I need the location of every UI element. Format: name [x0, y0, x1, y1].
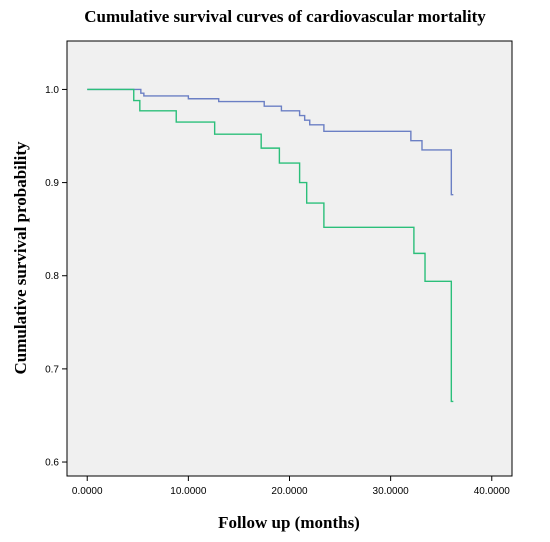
y-tick-label: 1.0 [45, 85, 59, 96]
series-line-1 [87, 88, 454, 196]
plot-area [66, 40, 513, 477]
x-tick-label: 30.0000 [373, 486, 410, 497]
series-line-2 [87, 88, 454, 403]
x-tick-label: 10.0000 [170, 486, 207, 497]
axis-ticks: 0.0000 10.0000 20.0000 30.0000 40.0000 0.6 0.7… [45, 85, 510, 497]
y-tick-label: 0.7 [45, 364, 59, 375]
x-tick-label: 40.0000 [474, 486, 511, 497]
y-tick-label: 0.8 [45, 271, 59, 282]
y-axis-title: Cumulative survival probability [11, 141, 30, 374]
series-group [87, 88, 454, 403]
x-tick-label: 20.0000 [271, 486, 308, 497]
chart-title: Cumulative survival curves of cardiovasc… [84, 7, 486, 26]
y-tick-label: 0.9 [45, 178, 59, 189]
x-axis-title: Follow up (months) [218, 513, 360, 532]
y-tick-label: 0.6 [45, 458, 59, 469]
x-tick-label: 0.0000 [72, 486, 103, 497]
